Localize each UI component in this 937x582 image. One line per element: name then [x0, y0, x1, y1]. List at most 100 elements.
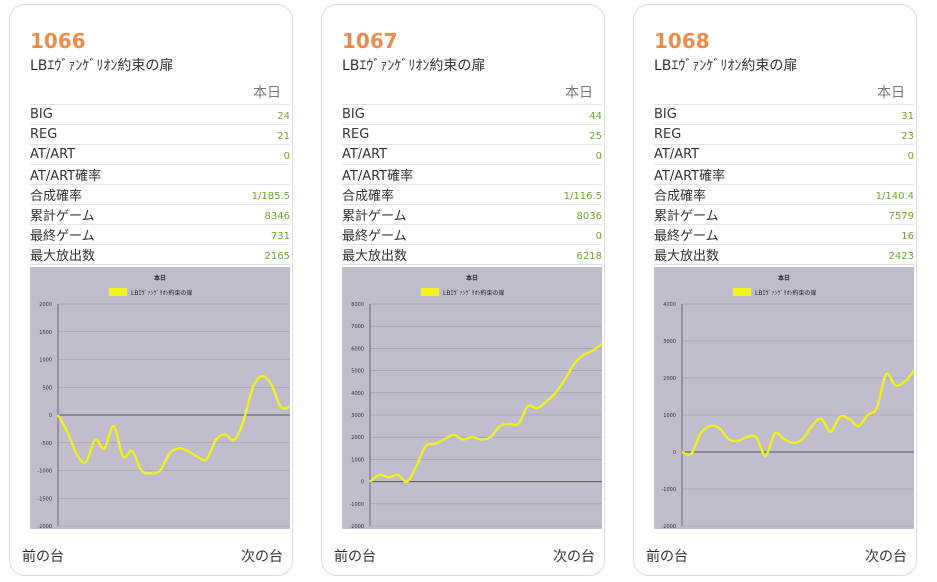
stat-row: BIG 24 — [30, 104, 290, 125]
stat-label: 最終ゲーム — [30, 229, 95, 244]
stat-value: 7579 — [888, 211, 914, 222]
stat-value: 44 — [589, 111, 602, 122]
y-tick-label: 3000 — [351, 413, 364, 419]
stat-row: AT/ART 0 — [30, 144, 290, 165]
stat-value: 1/185.5 — [251, 191, 290, 202]
stat-row: 最終ゲーム 16 — [654, 224, 914, 245]
stat-row: AT/ART確率 — [30, 164, 290, 185]
chart-title: 本日 — [466, 274, 478, 282]
stat-value: 0 — [595, 231, 602, 242]
machine-number: 1067 — [342, 29, 398, 53]
y-tick-label: 1000 — [39, 358, 52, 364]
stat-value: 6218 — [576, 251, 602, 262]
stat-value: 2165 — [264, 251, 290, 262]
stat-value: 8036 — [576, 211, 602, 222]
stat-row: AT/ART確率 — [342, 164, 602, 185]
stat-value: 1/140.4 — [875, 191, 914, 202]
stat-label: 累計ゲーム — [30, 209, 95, 224]
stat-value: 0 — [283, 151, 290, 162]
next-machine-link[interactable]: 次の台 — [865, 549, 907, 565]
stat-label: 最大放出数 — [30, 249, 96, 264]
series-line — [369, 343, 602, 483]
series-line — [56, 374, 290, 475]
y-tick-label: -2000 — [661, 524, 676, 529]
stat-row: AT/ART確率 — [654, 164, 914, 185]
stat-value: 23 — [901, 131, 914, 142]
y-tick-label: 0 — [361, 480, 364, 486]
machine-name: LBｴｳﾞｧﾝｹﾞﾘｵﾝ約束の扉 — [30, 58, 174, 74]
stat-label: BIG — [30, 107, 53, 122]
stat-row: AT/ART 0 — [342, 144, 602, 165]
chart-background — [654, 267, 914, 529]
y-tick-label: 0 — [673, 450, 676, 456]
prev-machine-link[interactable]: 前の台 — [646, 549, 688, 565]
stat-value — [199, 165, 290, 185]
y-tick-label: 2000 — [663, 376, 676, 382]
stat-label: AT/ART — [342, 147, 388, 162]
stat-label: REG — [30, 127, 58, 142]
y-tick-label: 5000 — [351, 369, 364, 375]
stat-row: 合成確率 1/185.5 — [30, 184, 290, 205]
stat-row: 累計ゲーム 7579 — [654, 204, 914, 225]
stat-label: BIG — [654, 107, 677, 122]
stat-label: 最大放出数 — [654, 249, 720, 264]
y-tick-label: 6000 — [351, 346, 364, 352]
stat-value: 8346 — [264, 211, 290, 222]
stat-value: 0 — [595, 151, 602, 162]
stat-label: 合成確率 — [654, 189, 707, 204]
next-machine-link[interactable]: 次の台 — [241, 549, 283, 565]
stat-label: 最終ゲーム — [342, 229, 407, 244]
legend-swatch — [109, 288, 127, 296]
machine-name: LBｴｳﾞｧﾝｹﾞﾘｵﾝ約束の扉 — [654, 58, 798, 74]
stat-row: BIG 44 — [342, 104, 602, 125]
stats-table: BIG 44 REG 25 AT/ART 0 AT/ART確率 合成確率 1/116.5 累計ゲー… — [342, 104, 602, 265]
y-tick-label: -500 — [41, 441, 52, 447]
stats-table: BIG 31 REG 23 AT/ART 0 AT/ART確率 合成確率 1/140.4 累計ゲー… — [654, 104, 914, 265]
legend-label: LBｴｳﾞｧﾝｹﾞﾘｵﾝ約束の扉 — [755, 289, 816, 297]
stat-label: AT/ART — [654, 147, 700, 162]
y-tick-label: 2000 — [351, 435, 364, 441]
stat-row: 最大放出数 2165 — [30, 244, 290, 265]
stat-row: 累計ゲーム 8036 — [342, 204, 602, 225]
payout-chart: 本日 LBｴｳﾞｧﾝｹﾞﾘｵﾝ約束の扉 4000 3000 2000 1000 0 -1000… — [654, 267, 914, 529]
next-machine-link[interactable]: 次の台 — [553, 549, 595, 565]
stat-value: 25 — [589, 131, 602, 142]
stat-label: AT/ART確率 — [654, 169, 726, 184]
stat-row: REG 21 — [30, 124, 290, 145]
payout-chart: 本日 LBｴｳﾞｧﾝｹﾞﾘｵﾝ約束の扉 8000 7000 6000 5000 4000 30… — [342, 267, 602, 529]
y-tick-label: 7000 — [351, 324, 364, 330]
prev-machine-link[interactable]: 前の台 — [334, 549, 376, 565]
day-label: 本日 — [565, 85, 593, 101]
y-tick-label: -1000 — [37, 469, 52, 475]
stat-value: 1/116.5 — [563, 191, 602, 202]
stat-row: REG 23 — [654, 124, 914, 145]
chart-background — [342, 267, 602, 529]
prev-machine-link[interactable]: 前の台 — [22, 549, 64, 565]
stat-value: 2423 — [888, 251, 914, 262]
y-tick-label: 1000 — [663, 413, 676, 419]
stat-value: 24 — [277, 111, 290, 122]
legend-label: LBｴｳﾞｧﾝｹﾞﾘｵﾝ約束の扉 — [443, 289, 504, 297]
legend-swatch — [421, 288, 439, 296]
y-tick-label: -1000 — [661, 487, 676, 493]
y-tick-label: -2000 — [37, 524, 52, 529]
chart-background — [30, 267, 290, 529]
y-tick-label: -1000 — [349, 502, 364, 508]
stat-label: 合成確率 — [342, 189, 395, 204]
y-tick-label: 1000 — [351, 457, 364, 463]
machine-card-1068: 1068 LBｴｳﾞｧﾝｹﾞﾘｵﾝ約束の扉 本日 BIG 31 REG 23 AT/AR… — [633, 4, 917, 576]
stat-label: 累計ゲーム — [342, 209, 407, 224]
stat-label: 合成確率 — [30, 189, 83, 204]
y-tick-label: 2000 — [39, 302, 52, 308]
stat-label: AT/ART — [30, 147, 76, 162]
stat-value: 21 — [277, 131, 290, 142]
stat-row: 最大放出数 6218 — [342, 244, 602, 265]
stat-label: 最終ゲーム — [654, 229, 719, 244]
y-tick-label: -1500 — [37, 496, 52, 502]
day-label: 本日 — [877, 85, 905, 101]
stat-label: BIG — [342, 107, 365, 122]
machine-card-1067: 1067 LBｴｳﾞｧﾝｹﾞﾘｵﾝ約束の扉 本日 BIG 44 REG 25 AT/AR… — [321, 4, 605, 576]
y-tick-label: 3000 — [663, 339, 676, 345]
stat-label: 最大放出数 — [342, 249, 408, 264]
stat-value — [511, 165, 602, 185]
